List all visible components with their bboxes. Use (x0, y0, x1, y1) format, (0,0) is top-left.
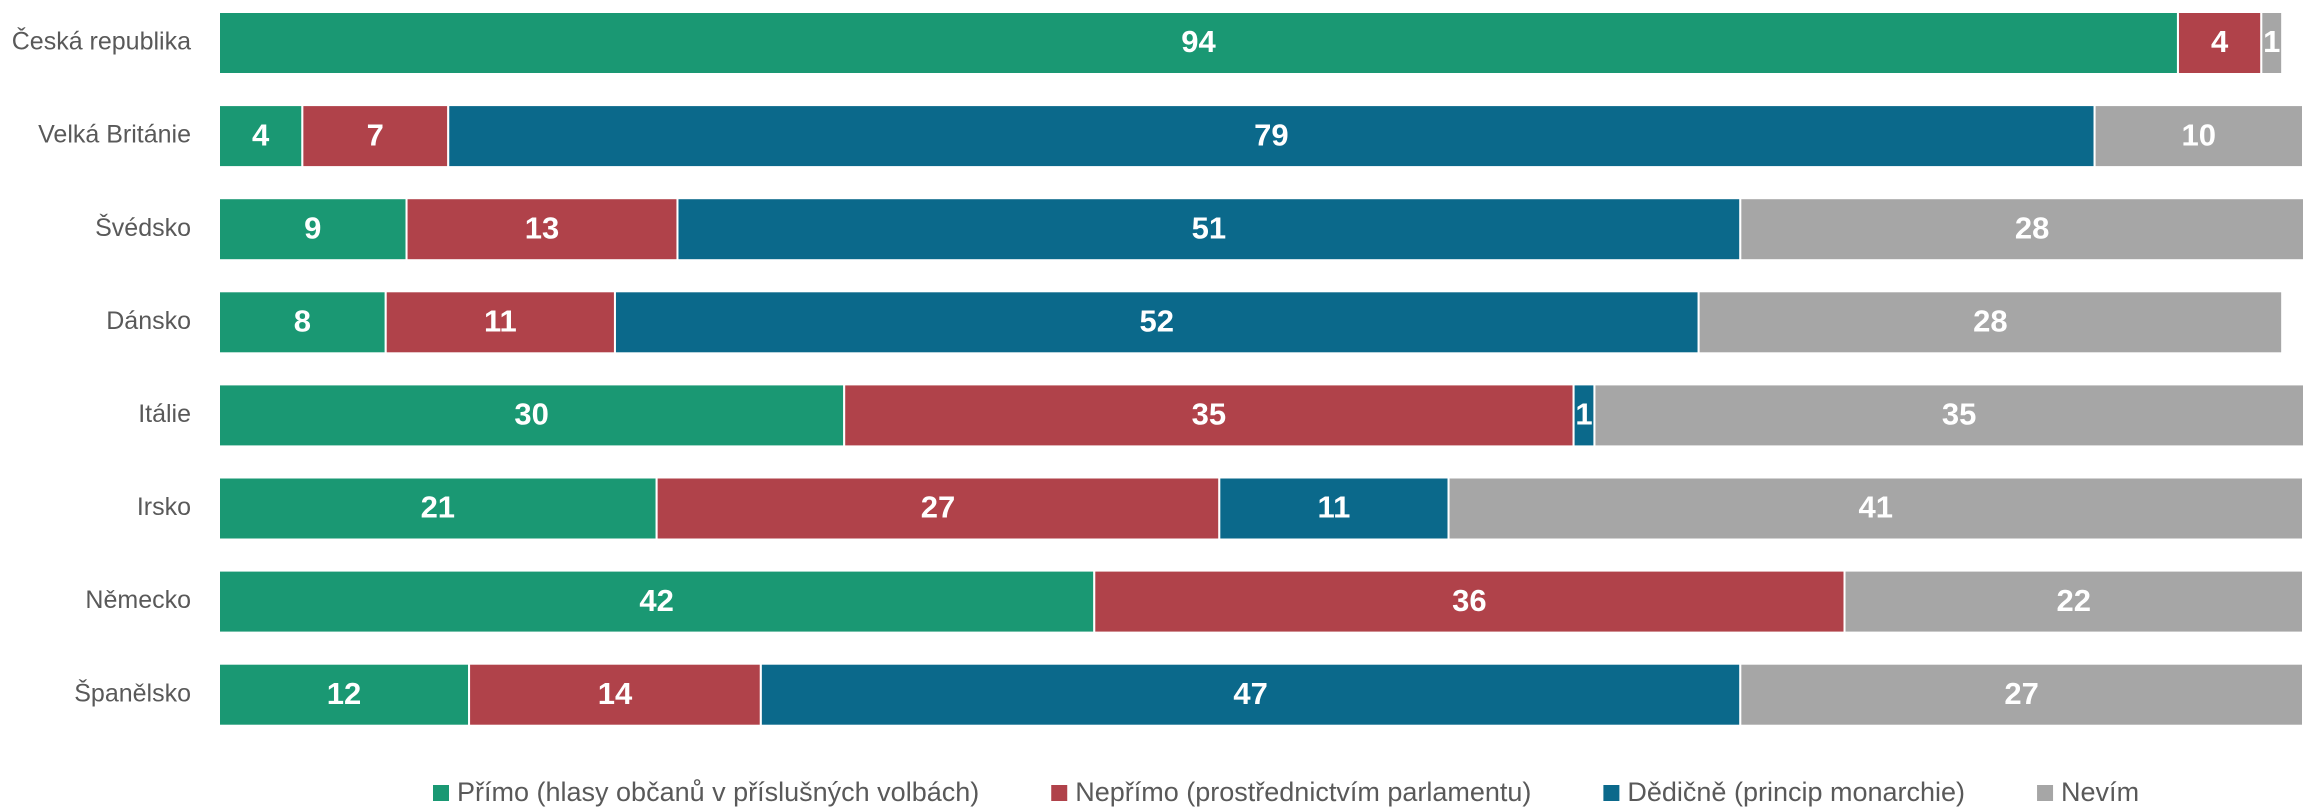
data-label: 28 (1973, 303, 2007, 338)
category-label: Velká Británie (38, 121, 191, 149)
legend-label: Dědičně (princip monarchie) (1627, 777, 1965, 807)
bar-segment (2093, 104, 2303, 169)
data-label: 36 (1452, 583, 1486, 618)
data-label: 27 (921, 490, 955, 525)
data-label: 7 (367, 117, 384, 152)
bar-segment (218, 476, 658, 541)
bar-segment (1843, 569, 2303, 634)
bar-segment (613, 290, 1700, 355)
bar-segment (655, 476, 1221, 541)
bar-segment (301, 104, 450, 169)
bar-segment (218, 104, 304, 169)
bar-segment (1697, 290, 2284, 355)
data-label: 1 (2263, 24, 2280, 59)
data-label: 35 (1942, 397, 1976, 432)
category-label: Německo (85, 586, 191, 614)
bar-segment (843, 383, 1575, 448)
category-label: Dánsko (106, 307, 191, 335)
category-label: Irsko (137, 493, 191, 521)
legend-swatch (1051, 785, 1068, 801)
bar-segment (2260, 11, 2284, 75)
data-label: 11 (484, 303, 517, 338)
data-label: 14 (598, 676, 633, 711)
bar-segment (1593, 383, 2303, 448)
bar-segment (759, 662, 1742, 727)
data-label: 28 (2015, 210, 2049, 245)
data-label: 30 (514, 397, 548, 432)
bar-segment (2176, 11, 2263, 75)
data-label: 47 (1233, 676, 1267, 711)
data-label: 13 (525, 210, 559, 245)
bar-segment (468, 662, 762, 727)
category-label: Španělsko (74, 678, 191, 707)
bar-segment (218, 383, 846, 448)
data-label: 42 (639, 583, 673, 618)
data-label: 4 (2211, 24, 2229, 59)
bar-segment (1739, 662, 2303, 727)
data-label: 22 (2057, 583, 2091, 618)
data-label: 41 (1859, 490, 1893, 525)
data-label: 8 (294, 303, 311, 338)
category-label: Švédsko (95, 213, 191, 242)
data-label: 4 (252, 117, 270, 152)
data-label: 1 (1575, 397, 1592, 432)
bar-segment (1093, 569, 1846, 634)
bar-segment (218, 197, 408, 262)
category-label: Česká republika (12, 27, 191, 56)
data-label: 12 (327, 676, 361, 711)
bar-segment (218, 569, 1096, 634)
legend-label: Nepřímo (prostřednictvím parlamentu) (1075, 777, 1531, 807)
legend-swatch (433, 785, 449, 801)
data-label: 21 (421, 490, 455, 525)
bar-segment (1447, 476, 2303, 541)
data-label: 9 (304, 210, 321, 245)
bar-segment (218, 11, 2179, 75)
data-label: 79 (1254, 117, 1288, 152)
data-label: 10 (2182, 117, 2216, 152)
category-label: Itálie (138, 400, 191, 428)
data-label: 51 (1192, 210, 1226, 245)
legend-swatch (1603, 785, 1620, 801)
data-label: 27 (2004, 676, 2038, 711)
data-label: 11 (1318, 490, 1351, 525)
bar-segment (384, 290, 616, 355)
bar-segment (218, 290, 387, 355)
bar-segment (447, 104, 2096, 169)
legend-label: Nevím (2061, 777, 2139, 807)
data-label: 52 (1140, 303, 1174, 338)
data-label: 94 (1181, 24, 1216, 59)
legend-swatch (2037, 785, 2054, 801)
bar-segment (1739, 197, 2303, 262)
data-label: 35 (1192, 397, 1226, 432)
legend-label: Přímo (hlasy občanů v příslušných volbác… (457, 777, 979, 807)
bar-segment (1218, 476, 1450, 541)
